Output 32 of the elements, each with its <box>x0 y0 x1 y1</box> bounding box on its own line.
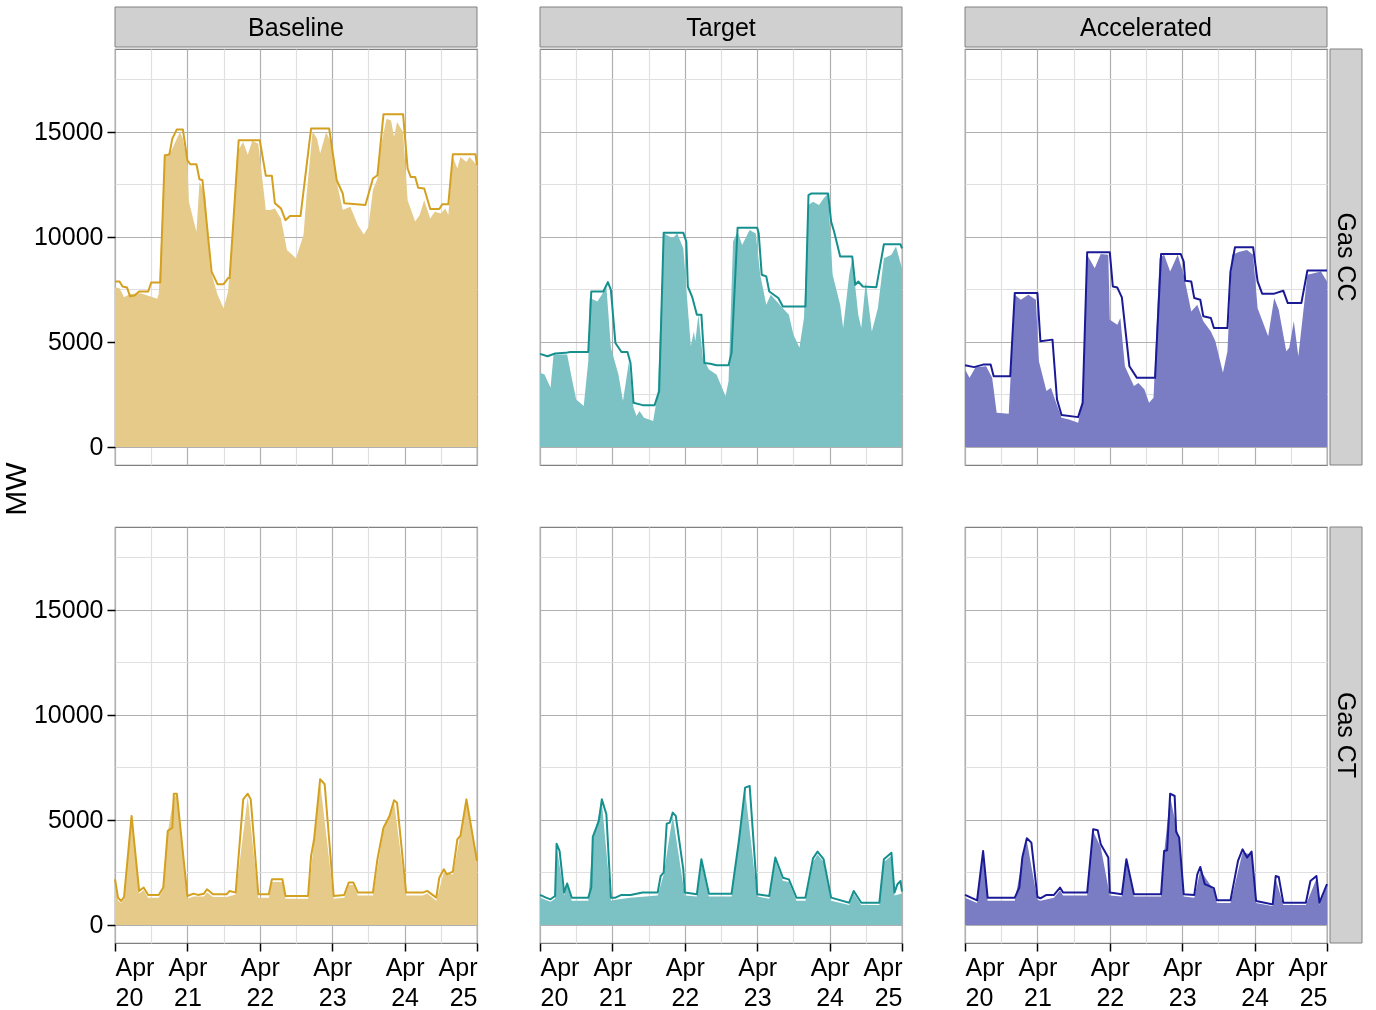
x-tick-label: Apr 23 <box>313 952 353 1010</box>
x-tick-label: Apr 25 <box>1288 952 1328 1010</box>
x-tick-label: Apr 24 <box>385 952 425 1010</box>
x-tick-label: Apr 21 <box>593 952 633 1010</box>
x-tick-label: Apr 22 <box>1090 952 1130 1010</box>
x-tick-label: Apr 21 <box>1018 952 1058 1010</box>
y-tick-label: 10000 <box>33 700 104 729</box>
x-tick-label: Apr 20 <box>115 952 155 1010</box>
y-tick-label: 15000 <box>33 117 104 146</box>
y-tick-label: 0 <box>89 910 104 939</box>
x-tick-label: Apr 21 <box>168 952 208 1010</box>
x-tick-label: Apr 20 <box>965 952 1005 1010</box>
x-tick-label: Apr 25 <box>438 952 478 1010</box>
x-tick-label: Apr 22 <box>240 952 280 1010</box>
y-axis-title: MW <box>0 461 32 516</box>
x-tick-label: Apr 23 <box>1163 952 1203 1010</box>
chart-title: Target <box>686 13 756 41</box>
x-tick-label: Apr 24 <box>1235 952 1275 1010</box>
x-tick-label: Apr 24 <box>810 952 850 1010</box>
chart-title: Accelerated <box>1079 13 1213 41</box>
x-tick-label: Apr 22 <box>665 952 705 1010</box>
y-tick-label: 10000 <box>33 222 104 251</box>
x-tick-label: Apr 23 <box>738 952 778 1010</box>
x-tick-label: Apr 20 <box>540 952 580 1010</box>
y2-axis-title: Gas CC <box>1333 212 1361 302</box>
y-tick-label: 0 <box>89 432 104 461</box>
y-tick-label: 5000 <box>47 805 104 834</box>
y2-axis-title: Gas CT <box>1333 691 1361 779</box>
y-tick-label: 15000 <box>33 595 104 624</box>
x-tick-label: Apr 25 <box>863 952 903 1010</box>
y-tick-label: 5000 <box>47 327 104 356</box>
chart-title: Baseline <box>248 13 344 41</box>
